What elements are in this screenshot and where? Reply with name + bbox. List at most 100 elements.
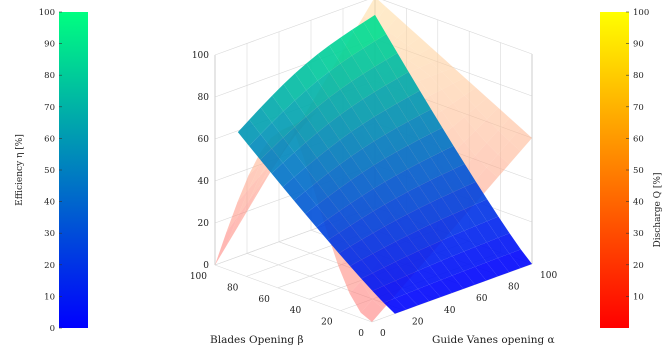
z-tick-40: 40: [198, 177, 210, 187]
discharge-surface-patch: [475, 167, 498, 191]
efficiency-surface-patch: [283, 73, 307, 101]
colorbar-tick-60: 60: [633, 134, 644, 144]
efficiency-surface-patch: [305, 182, 328, 206]
y-tick-60: 60: [258, 295, 270, 305]
efficiency-surface-patch: [441, 169, 465, 193]
efficiency-surface-patch: [316, 219, 339, 241]
efficiency-surface-patch: [486, 237, 510, 259]
efficiency-surface-patch: [384, 198, 408, 221]
efficiency-surface-patch: [283, 126, 306, 153]
efficiency-surface-patch: [429, 280, 452, 298]
efficiency-surface-patch: [418, 245, 441, 266]
efficiency-surface-patch: [498, 233, 521, 254]
efficiency-surface-patch: [338, 246, 362, 267]
colorbar-tick-50: 50: [44, 166, 55, 176]
efficiency-surface-patch: [294, 142, 317, 168]
y-tick-100: 100: [190, 272, 207, 282]
efficiency-surface-patch: [441, 192, 465, 215]
efficiency-surface-patch: [362, 91, 386, 117]
axes-3d: 0 20 40 60 80 100 0 20 40 60 80 100 0 20 40 60 80 100 G…: [190, 0, 557, 346]
discharge-surface-patch: [509, 127, 532, 152]
discharge-surface-patch: [498, 117, 521, 142]
efficiency-surface-patch: [260, 95, 284, 123]
colorbar-tick-0: 0: [50, 324, 55, 334]
efficiency-surface-patch: [294, 90, 318, 117]
efficiency-surface-patch: [351, 124, 374, 149]
efficiency-surface-patch: [317, 71, 341, 98]
discharge-surface-patch: [226, 200, 250, 246]
efficiency-surface-patch: [509, 249, 532, 269]
efficiency-surface-patch: [429, 260, 453, 281]
efficiency-surface-patch: [350, 195, 374, 219]
efficiency-surface-patch: [408, 115, 431, 140]
efficiency-surface-patch: [249, 134, 272, 160]
efficiency-surface-patch: [441, 214, 465, 236]
x-axis-label: Guide Vanes opening α: [432, 334, 555, 346]
discharge-surface-patch: [408, 67, 431, 81]
efficiency-surface-patch: [328, 164, 351, 189]
efficiency-surface-patch: [327, 211, 351, 233]
surface-efficiency: [237, 14, 532, 314]
discharge-surface-patch: [430, 57, 454, 72]
discharge-surface-patch: [464, 130, 487, 156]
discharge-surface-patch: [215, 216, 238, 265]
x-tick-0: 0: [380, 329, 386, 339]
efficiency-surface-patch: [475, 242, 498, 263]
efficiency-surface-patch: [430, 174, 454, 198]
discharge-surface-patch: [486, 154, 510, 178]
efficiency-surface-patch: [419, 133, 443, 158]
efficiency-surface-patch: [373, 158, 397, 182]
colorbar-tick-80: 80: [633, 71, 644, 81]
efficiency-surface-patch: [408, 90, 432, 116]
efficiency-surface-patch: [339, 131, 363, 157]
efficiency-surface-patch: [452, 271, 475, 289]
efficiency-surface-patch: [294, 167, 317, 192]
efficiency-surface-patch: [317, 97, 341, 124]
efficiency-surface-patch: [374, 34, 398, 60]
discharge-surface-patch: [464, 107, 487, 131]
efficiency-surface-patch: [317, 45, 341, 72]
efficiency-surface-patch: [395, 256, 419, 276]
colorbar-tick-60: 60: [44, 134, 55, 144]
efficiency-surface-patch: [396, 121, 420, 146]
discharge-surface-patch: [475, 119, 499, 143]
efficiency-surface-patch: [384, 175, 408, 199]
efficiency-surface-patch: [373, 134, 397, 159]
colorbar-tick-100: 100: [633, 8, 649, 18]
efficiency-surface-patch: [463, 246, 487, 267]
efficiency-surface-patch: [386, 53, 409, 79]
efficiency-surface-patch: [362, 165, 385, 189]
efficiency-surface-patch: [282, 177, 306, 201]
efficiency-surface-patch: [350, 172, 374, 196]
discharge-surface-patch: [441, 103, 465, 127]
discharge-surface-patch: [486, 107, 510, 131]
efficiency-surface-patch: [340, 29, 364, 56]
efficiency-surface-patch: [271, 162, 295, 187]
efficiency-surface-patch: [317, 123, 340, 149]
discharge-surface-patch: [237, 175, 261, 217]
colorbar-discharge-ticks: 10 20 30 40 50 60 70 80 90 100: [626, 8, 649, 302]
colorbar-tick-40: 40: [633, 198, 644, 208]
efficiency-surface-patch: [316, 196, 340, 220]
discharge-surface-patch: [497, 141, 521, 165]
efficiency-surface-patch: [372, 285, 396, 303]
efficiency-surface-patch: [362, 116, 386, 142]
efficiency-surface-patch: [407, 208, 430, 231]
colorbar-tick-20: 20: [44, 261, 55, 271]
efficiency-surface-patch: [452, 230, 476, 252]
efficiency-surface-patch: [350, 239, 373, 260]
efficiency-surface-patch: [283, 100, 306, 127]
grid-line: [214, 0, 533, 56]
discharge-surface-patch: [226, 188, 249, 233]
efficiency-surface-patch: [249, 107, 272, 135]
efficiency-surface-patch: [407, 162, 431, 186]
efficiency-surface-patch: [339, 203, 362, 226]
discharge-surface-patch: [475, 97, 499, 120]
discharge-surface-patch: [397, 27, 420, 46]
x-axis-ticks: 0 20 40 60 80 100: [380, 271, 557, 339]
x-tick-100: 100: [540, 271, 557, 281]
efficiency-surface-patch: [363, 14, 387, 42]
discharge-surface-patch: [453, 95, 476, 117]
efficiency-surface-patch: [295, 63, 318, 91]
efficiency-surface-patch: [397, 96, 420, 122]
